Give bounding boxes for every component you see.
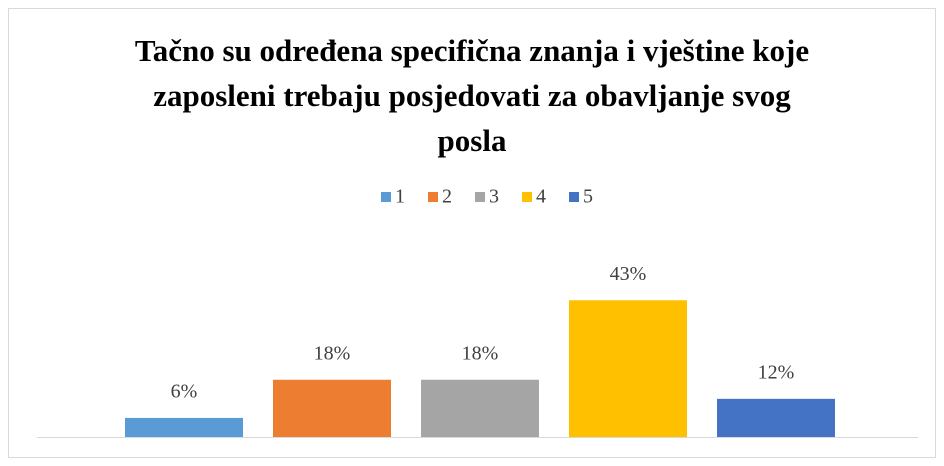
data-label: 18% [462,342,499,364]
bar [717,398,835,437]
data-label: 43% [610,263,647,285]
legend-swatch [569,192,579,202]
chart-title: Tačno su određena specifična znanja i vj… [134,33,810,158]
bar [273,379,391,437]
data-label: 6% [171,381,198,403]
legend-swatch [475,192,485,202]
legend-swatch [428,192,438,202]
legend-label: 3 [489,186,499,208]
legend-label: 4 [536,186,546,208]
bar [421,379,539,437]
legend-swatch [522,192,532,202]
legend-swatch [381,192,391,202]
chart-border [8,8,936,458]
legend-label: 5 [583,186,593,208]
legend-label: 2 [442,186,452,208]
data-label: 12% [758,361,795,383]
data-label: 18% [314,342,351,364]
legend-label: 1 [395,186,405,208]
bar [125,417,243,437]
bar [569,300,687,437]
